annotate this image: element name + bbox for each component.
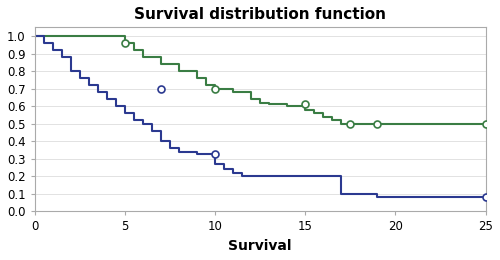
X-axis label: Survival: Survival xyxy=(228,239,292,253)
Title: Survival distribution function: Survival distribution function xyxy=(134,7,386,22)
